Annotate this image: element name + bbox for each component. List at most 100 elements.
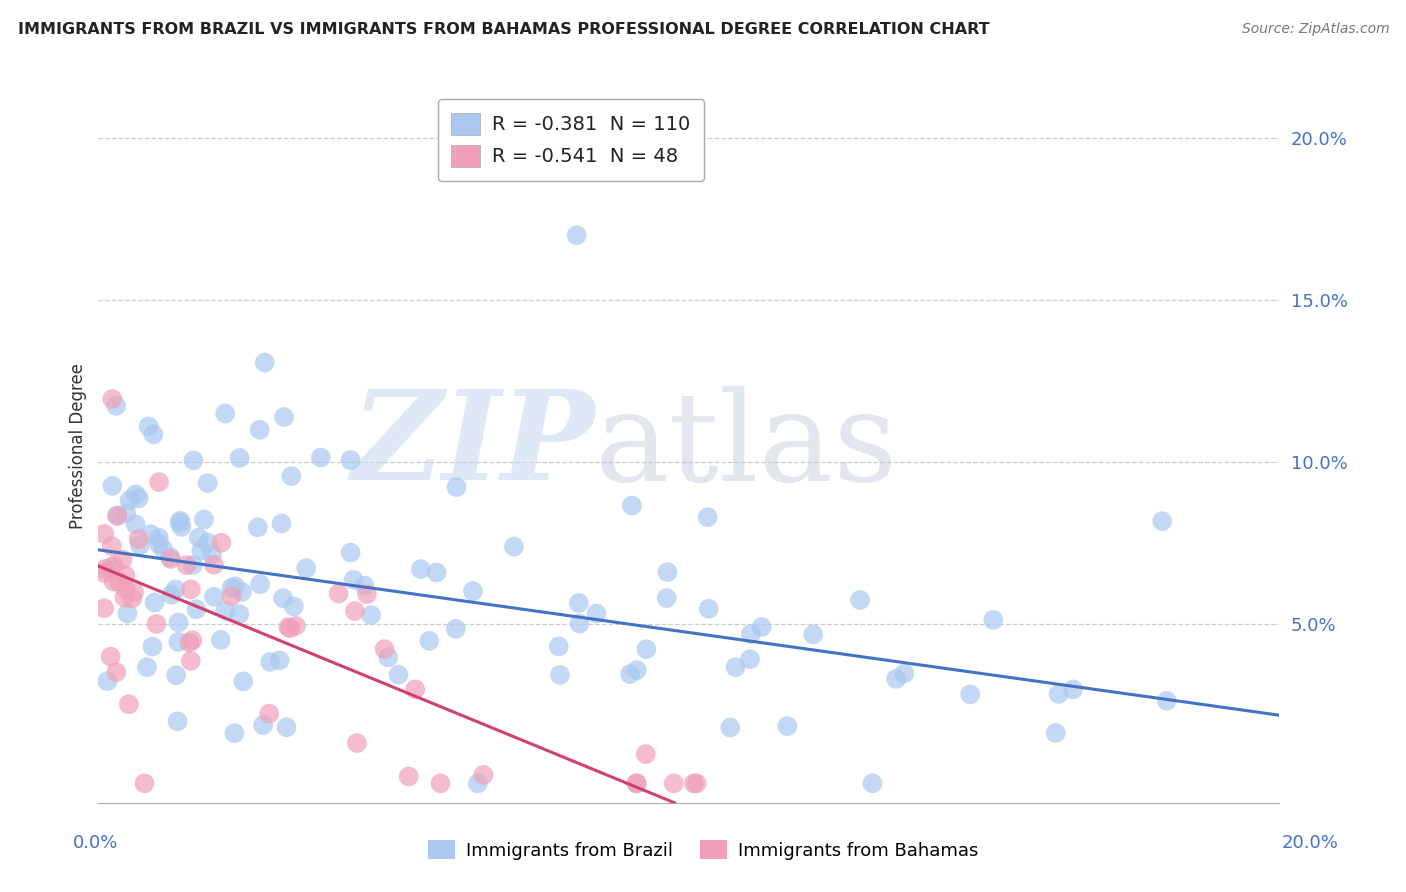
Point xyxy=(159,550,181,565)
Point xyxy=(124,517,146,532)
Point xyxy=(346,736,368,750)
Point xyxy=(446,480,468,494)
Point xyxy=(339,546,361,560)
Point xyxy=(253,355,276,369)
Point xyxy=(167,635,190,649)
Point xyxy=(209,535,232,549)
Point xyxy=(343,604,366,618)
Point xyxy=(636,642,658,657)
Point xyxy=(626,776,648,790)
Point xyxy=(134,776,156,790)
Point xyxy=(548,668,571,682)
Point xyxy=(503,540,526,554)
Point xyxy=(136,660,159,674)
Point xyxy=(125,487,148,501)
Point xyxy=(148,531,170,545)
Y-axis label: Professional Degree: Professional Degree xyxy=(69,363,87,529)
Point xyxy=(252,718,274,732)
Point xyxy=(107,509,129,524)
Point xyxy=(141,640,163,654)
Point xyxy=(197,535,219,549)
Point xyxy=(93,566,115,580)
Point xyxy=(202,590,225,604)
Point xyxy=(1156,694,1178,708)
Point xyxy=(103,574,125,589)
Point xyxy=(339,453,361,467)
Point xyxy=(224,579,246,593)
Point xyxy=(209,632,232,647)
Point xyxy=(117,607,139,621)
Point xyxy=(114,582,136,596)
Point xyxy=(697,601,720,615)
Point xyxy=(129,538,152,552)
Point xyxy=(197,476,219,491)
Point xyxy=(404,682,426,697)
Point xyxy=(377,650,399,665)
Point xyxy=(276,720,298,734)
Text: 0.0%: 0.0% xyxy=(73,834,118,852)
Point xyxy=(183,453,205,467)
Point xyxy=(269,653,291,667)
Point xyxy=(959,687,981,701)
Point xyxy=(246,520,269,534)
Point xyxy=(444,622,467,636)
Point xyxy=(685,776,707,790)
Point xyxy=(626,776,648,790)
Point xyxy=(1047,687,1070,701)
Point xyxy=(884,672,907,686)
Point xyxy=(751,620,773,634)
Point xyxy=(662,776,685,790)
Text: ZIP: ZIP xyxy=(350,385,595,507)
Point xyxy=(259,655,281,669)
Point xyxy=(249,577,271,591)
Point xyxy=(718,721,741,735)
Point xyxy=(461,584,484,599)
Point xyxy=(696,510,718,524)
Point xyxy=(981,613,1004,627)
Point xyxy=(283,599,305,614)
Point xyxy=(409,562,432,576)
Text: Source: ZipAtlas.com: Source: ZipAtlas.com xyxy=(1241,22,1389,37)
Point xyxy=(138,419,160,434)
Point xyxy=(165,668,187,682)
Point xyxy=(115,506,138,520)
Point xyxy=(280,469,302,483)
Point xyxy=(1062,682,1084,697)
Point xyxy=(93,601,115,615)
Point xyxy=(101,392,124,406)
Point xyxy=(167,615,190,630)
Point xyxy=(112,591,135,605)
Point xyxy=(224,726,246,740)
Point xyxy=(547,640,569,654)
Point xyxy=(118,493,141,508)
Point xyxy=(169,516,191,530)
Point xyxy=(360,608,382,623)
Point xyxy=(128,491,150,506)
Point xyxy=(585,607,607,621)
Point xyxy=(181,558,204,573)
Point xyxy=(160,552,183,566)
Point xyxy=(160,588,183,602)
Point xyxy=(96,674,118,689)
Point xyxy=(655,591,678,605)
Point xyxy=(418,633,440,648)
Point xyxy=(108,574,131,589)
Point xyxy=(232,674,254,689)
Point xyxy=(190,543,212,558)
Point xyxy=(398,769,420,783)
Point xyxy=(186,602,208,616)
Point xyxy=(152,542,174,557)
Point xyxy=(100,560,122,574)
Point xyxy=(180,654,202,668)
Point xyxy=(103,558,125,573)
Point xyxy=(148,537,170,551)
Point xyxy=(139,527,162,541)
Point xyxy=(214,604,236,618)
Point xyxy=(278,621,301,635)
Point xyxy=(94,562,117,576)
Point xyxy=(801,627,824,641)
Point xyxy=(231,585,253,599)
Point xyxy=(202,558,225,572)
Point xyxy=(472,768,495,782)
Point xyxy=(353,579,375,593)
